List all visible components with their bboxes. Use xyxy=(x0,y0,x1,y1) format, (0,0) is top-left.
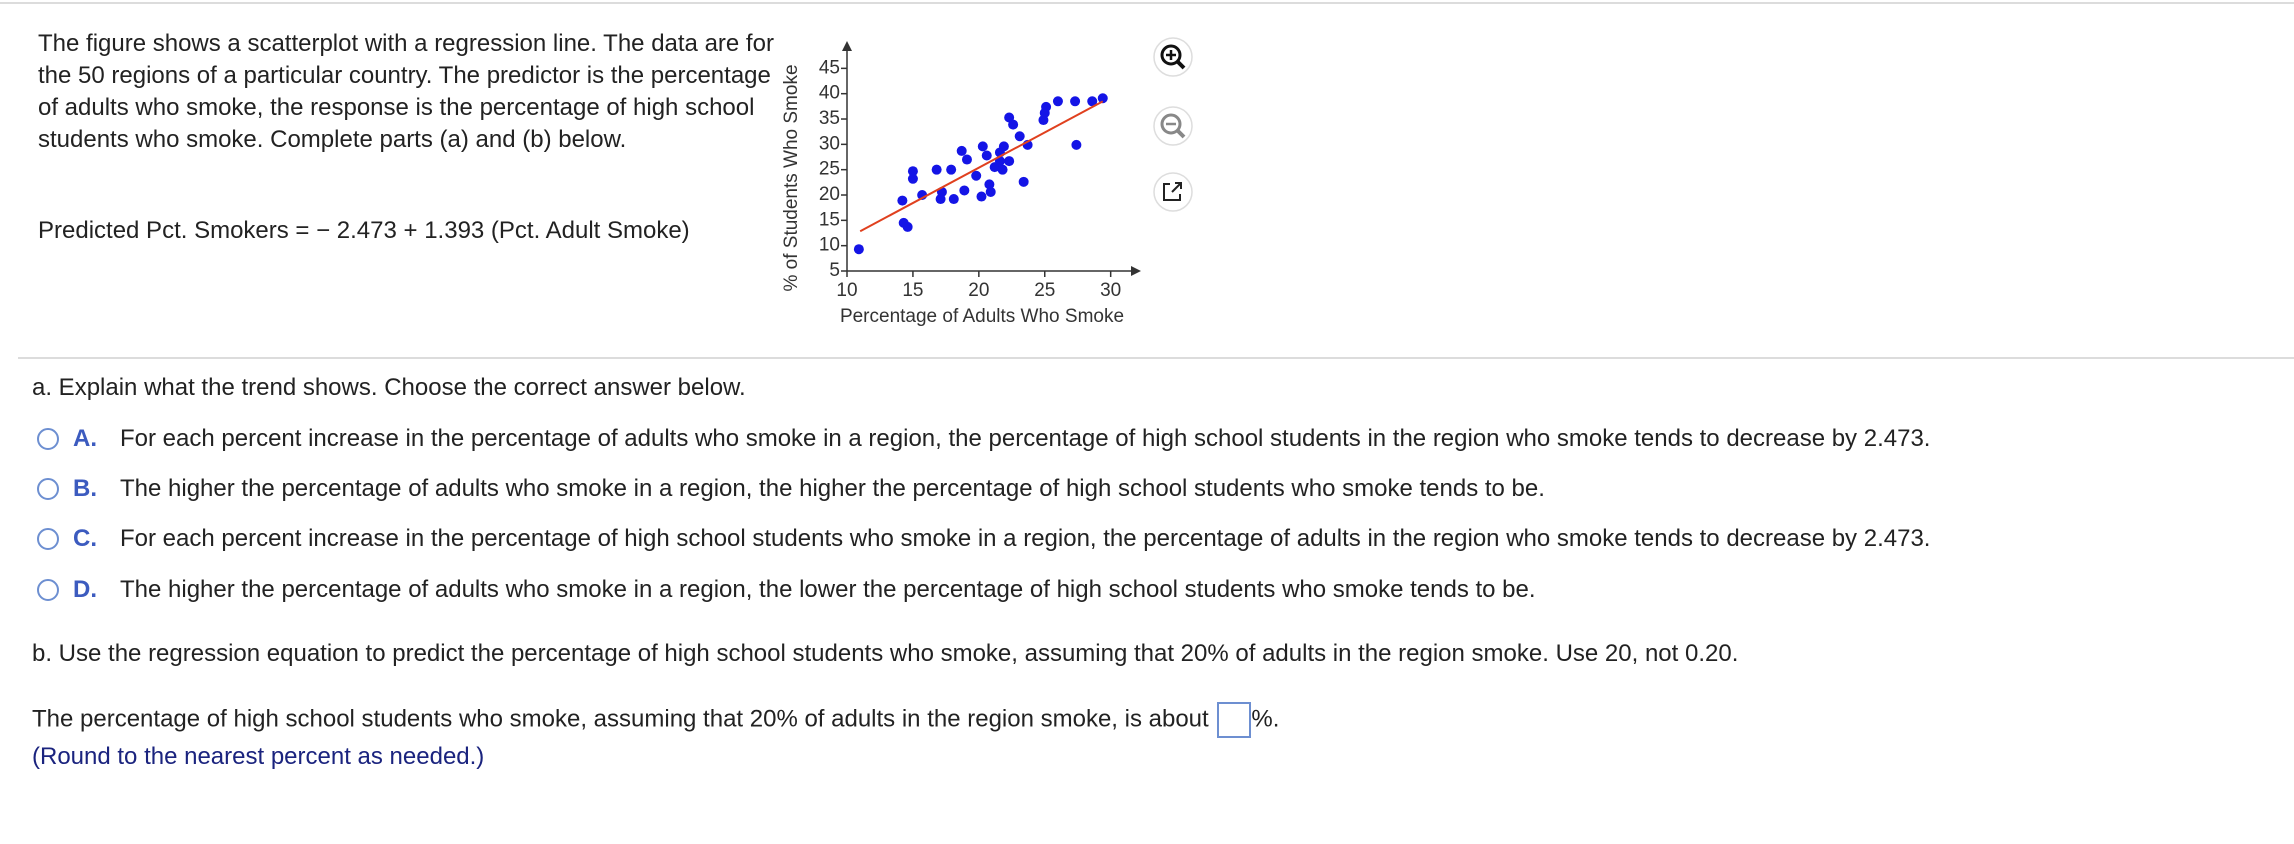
x-tick-label: 20 xyxy=(968,280,989,301)
point xyxy=(907,166,918,177)
answer-prefix: The percentage of high school students w… xyxy=(32,705,1209,733)
point xyxy=(981,150,992,161)
x-tick-label: 10 xyxy=(836,280,857,301)
y-tick-label: 30 xyxy=(819,133,840,154)
point xyxy=(977,141,988,152)
point xyxy=(907,173,918,184)
answer-line: The percentage of high school students w… xyxy=(32,702,1279,738)
point xyxy=(1097,93,1108,104)
point xyxy=(976,191,987,202)
point xyxy=(984,179,995,190)
option-letter[interactable]: C. xyxy=(73,525,97,552)
rounding-note: (Round to the nearest percent as needed.… xyxy=(32,743,485,770)
zoom-in-button[interactable] xyxy=(1153,37,1193,77)
point xyxy=(1052,96,1063,107)
problem-text: The figure shows a scatterplot with a re… xyxy=(38,30,774,153)
toolbar xyxy=(1153,37,1193,212)
y-tick-label: 5 xyxy=(829,260,840,281)
y-tick-label: 35 xyxy=(819,108,840,129)
point xyxy=(1004,156,1015,167)
answer-input[interactable] xyxy=(1217,702,1252,738)
x-axis-label: Percentage of Adults Who Smoke xyxy=(840,306,1124,327)
y-tick-label: 15 xyxy=(819,209,840,230)
point xyxy=(956,145,967,156)
point xyxy=(946,164,957,175)
point xyxy=(1041,101,1052,112)
point xyxy=(931,164,942,175)
point xyxy=(1071,139,1082,150)
option-text[interactable]: The higher the percentage of adults who … xyxy=(120,475,1545,502)
option-text[interactable]: For each percent increase in the percent… xyxy=(120,425,1931,452)
option-text[interactable]: For each percent increase in the percent… xyxy=(120,525,1931,552)
point xyxy=(902,221,913,232)
question-b-prompt: b. Use the regression equation to predic… xyxy=(32,640,1739,667)
y-axis-label: % of Students Who Smoke xyxy=(781,64,802,291)
y-axis-arrow xyxy=(842,41,852,51)
point xyxy=(1070,96,1081,107)
top-border xyxy=(0,2,2294,4)
x-tick-label: 15 xyxy=(902,280,923,301)
answer-suffix: %. xyxy=(1251,705,1280,733)
x-tick-label: 30 xyxy=(1100,280,1121,301)
y-tick-label: 20 xyxy=(819,184,840,205)
regression-equation: Predicted Pct. Smokers = − 2.473 + 1.393… xyxy=(38,217,690,244)
point xyxy=(959,185,970,196)
point xyxy=(985,186,996,197)
y-tick-label: 40 xyxy=(819,83,840,104)
x-axis-arrow xyxy=(1131,266,1141,276)
point xyxy=(1008,119,1019,130)
option-text[interactable]: The higher the percentage of adults who … xyxy=(120,576,1536,603)
y-tick-label: 10 xyxy=(819,235,840,256)
open-new-window-button[interactable] xyxy=(1153,172,1193,212)
radio-button[interactable] xyxy=(37,528,59,550)
section-divider xyxy=(18,357,2294,359)
x-tick-label: 25 xyxy=(1034,280,1055,301)
option-letter[interactable]: B. xyxy=(73,475,97,502)
radio-button[interactable] xyxy=(37,428,59,450)
option-letter[interactable]: A. xyxy=(73,425,97,452)
y-tick-label: 45 xyxy=(819,57,840,78)
point xyxy=(1018,176,1029,187)
point xyxy=(961,154,972,165)
regression-line xyxy=(859,100,1104,233)
radio-button[interactable] xyxy=(37,478,59,500)
point xyxy=(1087,96,1098,107)
point xyxy=(897,195,908,206)
y-tick-label: 25 xyxy=(819,159,840,180)
point xyxy=(853,244,864,255)
point xyxy=(971,170,982,181)
point xyxy=(1014,131,1025,142)
question-a-prompt: a. Explain what the trend shows. Choose … xyxy=(32,374,746,401)
zoom-out-button[interactable] xyxy=(1153,106,1193,146)
radio-button[interactable] xyxy=(37,579,59,601)
point xyxy=(948,194,959,205)
option-letter[interactable]: D. xyxy=(73,576,97,603)
point xyxy=(997,164,1008,175)
